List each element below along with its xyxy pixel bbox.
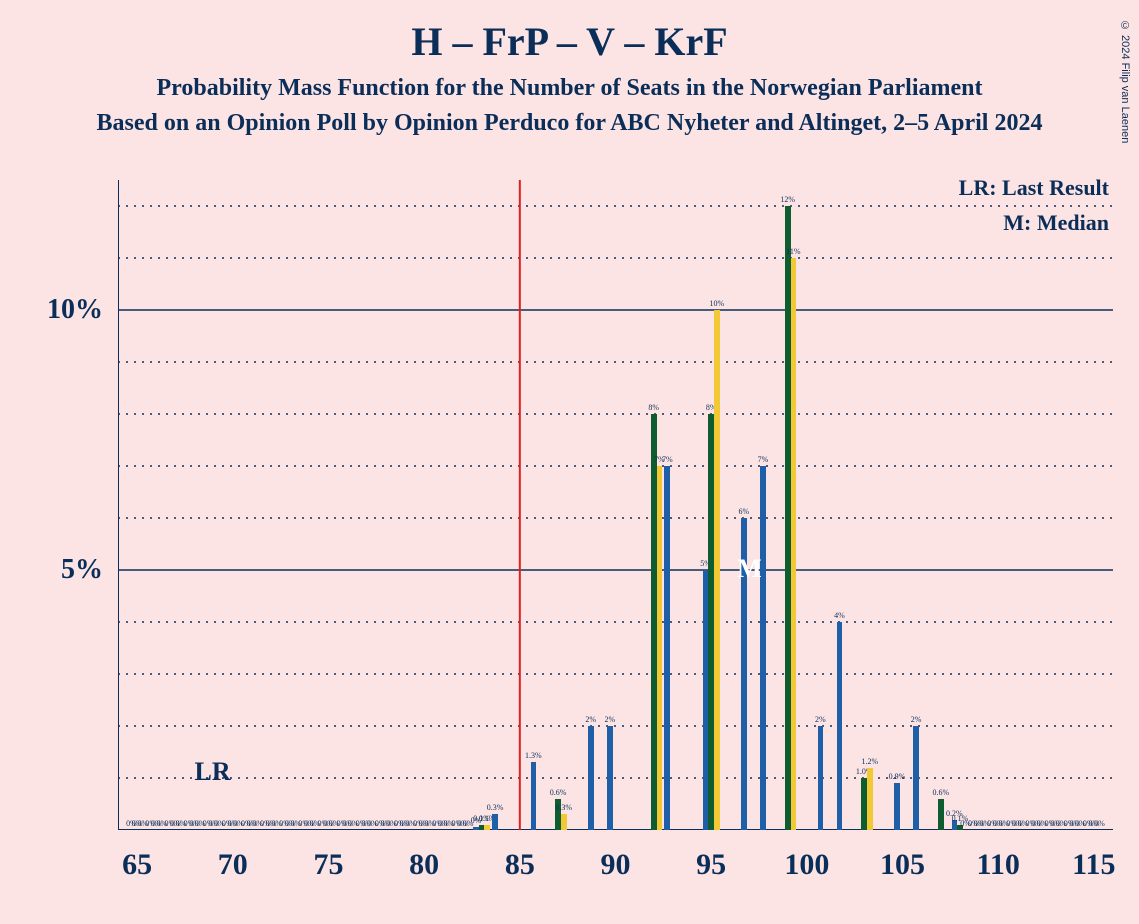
x-tick-label: 110 [977,848,1020,882]
bar [714,310,720,830]
chart-subtitle-1: Probability Mass Function for the Number… [0,75,1139,102]
bar [492,814,498,830]
bar-value-label: 1.3% [525,751,542,760]
bar-value-label: 2% [911,715,922,724]
bar-value-label: 0.6% [932,788,949,797]
bar-value-label: 0.3% [555,803,572,812]
bar [938,799,944,830]
bar-value-label: 11% [786,247,800,256]
bar [664,466,670,830]
bar-value-label: 0% [1094,819,1105,828]
bar [894,783,900,830]
bar-value-label: 2% [815,715,826,724]
bar [837,622,843,830]
bar [867,768,873,830]
bar-value-label: 0.9% [889,772,906,781]
bar [484,825,490,830]
x-tick-label: 65 [122,848,152,882]
lr-marker-label: LR [195,757,231,787]
chart-area: 5%10%65707580859095100105110115LR0%0%0%0… [118,180,1113,830]
x-tick-label: 115 [1072,848,1115,882]
bar-value-label: 4% [834,611,845,620]
bar-value-label: 1.2% [862,757,879,766]
bar-value-label: 6% [738,507,749,516]
y-tick-label: 10% [18,294,103,326]
bar-value-label: 8% [648,403,659,412]
x-tick-label: 80 [409,848,439,882]
bar-value-label: 0.6% [550,788,567,797]
bar [657,466,663,830]
bar [607,726,613,830]
x-tick-label: 95 [696,848,726,882]
bar-value-label: 12% [780,195,795,204]
bar-value-label: 2% [605,715,616,724]
chart-svg [118,180,1113,830]
bar [760,466,766,830]
bar [818,726,824,830]
bar [588,726,594,830]
x-tick-label: 85 [505,848,535,882]
x-tick-label: 90 [601,848,631,882]
x-tick-label: 100 [784,848,829,882]
x-tick-label: 70 [218,848,248,882]
bar-value-label: 7% [662,455,673,464]
bar-value-label: 2% [585,715,596,724]
copyright-text: © 2024 Filip van Laenen [1119,20,1131,143]
bar [531,762,537,830]
bar-value-label: 10% [709,299,724,308]
bar-value-label: 0.3% [487,803,504,812]
x-tick-label: 75 [313,848,343,882]
chart-subtitle-2: Based on an Opinion Poll by Opinion Perd… [0,110,1139,137]
bar [791,258,797,830]
bar-value-label: 7% [758,455,769,464]
chart-main-title: H – FrP – V – KrF [0,18,1139,65]
bar [913,726,919,830]
median-marker-label: M [737,554,762,584]
title-block: H – FrP – V – KrF Probability Mass Funct… [0,0,1139,137]
x-tick-label: 105 [880,848,925,882]
y-tick-label: 5% [18,554,103,586]
bar [561,814,567,830]
